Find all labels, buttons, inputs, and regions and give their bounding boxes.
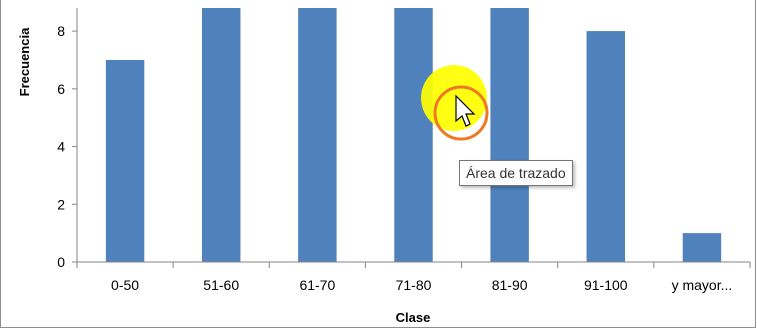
cursor-indicator <box>421 65 489 141</box>
bar-61-70[interactable] <box>298 8 337 262</box>
x-tick-label: 71-80 <box>396 277 432 293</box>
y-tick-label: 0 <box>57 254 65 270</box>
mouse-pointer-icon <box>455 94 476 127</box>
x-tick-label: 51-60 <box>203 277 239 293</box>
bar-71-80[interactable] <box>394 8 433 262</box>
x-tick-label: 91-100 <box>584 277 628 293</box>
bar-y mayor...[interactable] <box>682 233 722 262</box>
x-tick-label: y mayor... <box>672 277 733 293</box>
y-axis-title[interactable]: Frecuencia <box>17 27 32 96</box>
bar-0-50[interactable] <box>105 59 145 262</box>
cursor-ring <box>433 85 489 141</box>
x-axis-title[interactable]: Clase <box>396 310 431 325</box>
cursor-highlight <box>421 65 487 131</box>
x-tick-label: 61-70 <box>299 277 335 293</box>
tooltip: Área de trazado <box>459 160 573 186</box>
y-tick-label: 4 <box>57 139 65 155</box>
y-tick-label: 8 <box>57 23 65 39</box>
x-tick-label: 0-50 <box>111 277 139 293</box>
bar-81-90[interactable] <box>490 8 529 262</box>
x-tick-label: 81-90 <box>492 277 528 293</box>
y-tick-label: 2 <box>57 196 65 212</box>
bar-91-100[interactable] <box>586 31 626 262</box>
y-tick-label: 6 <box>57 81 65 97</box>
bar-51-60[interactable] <box>201 8 241 262</box>
